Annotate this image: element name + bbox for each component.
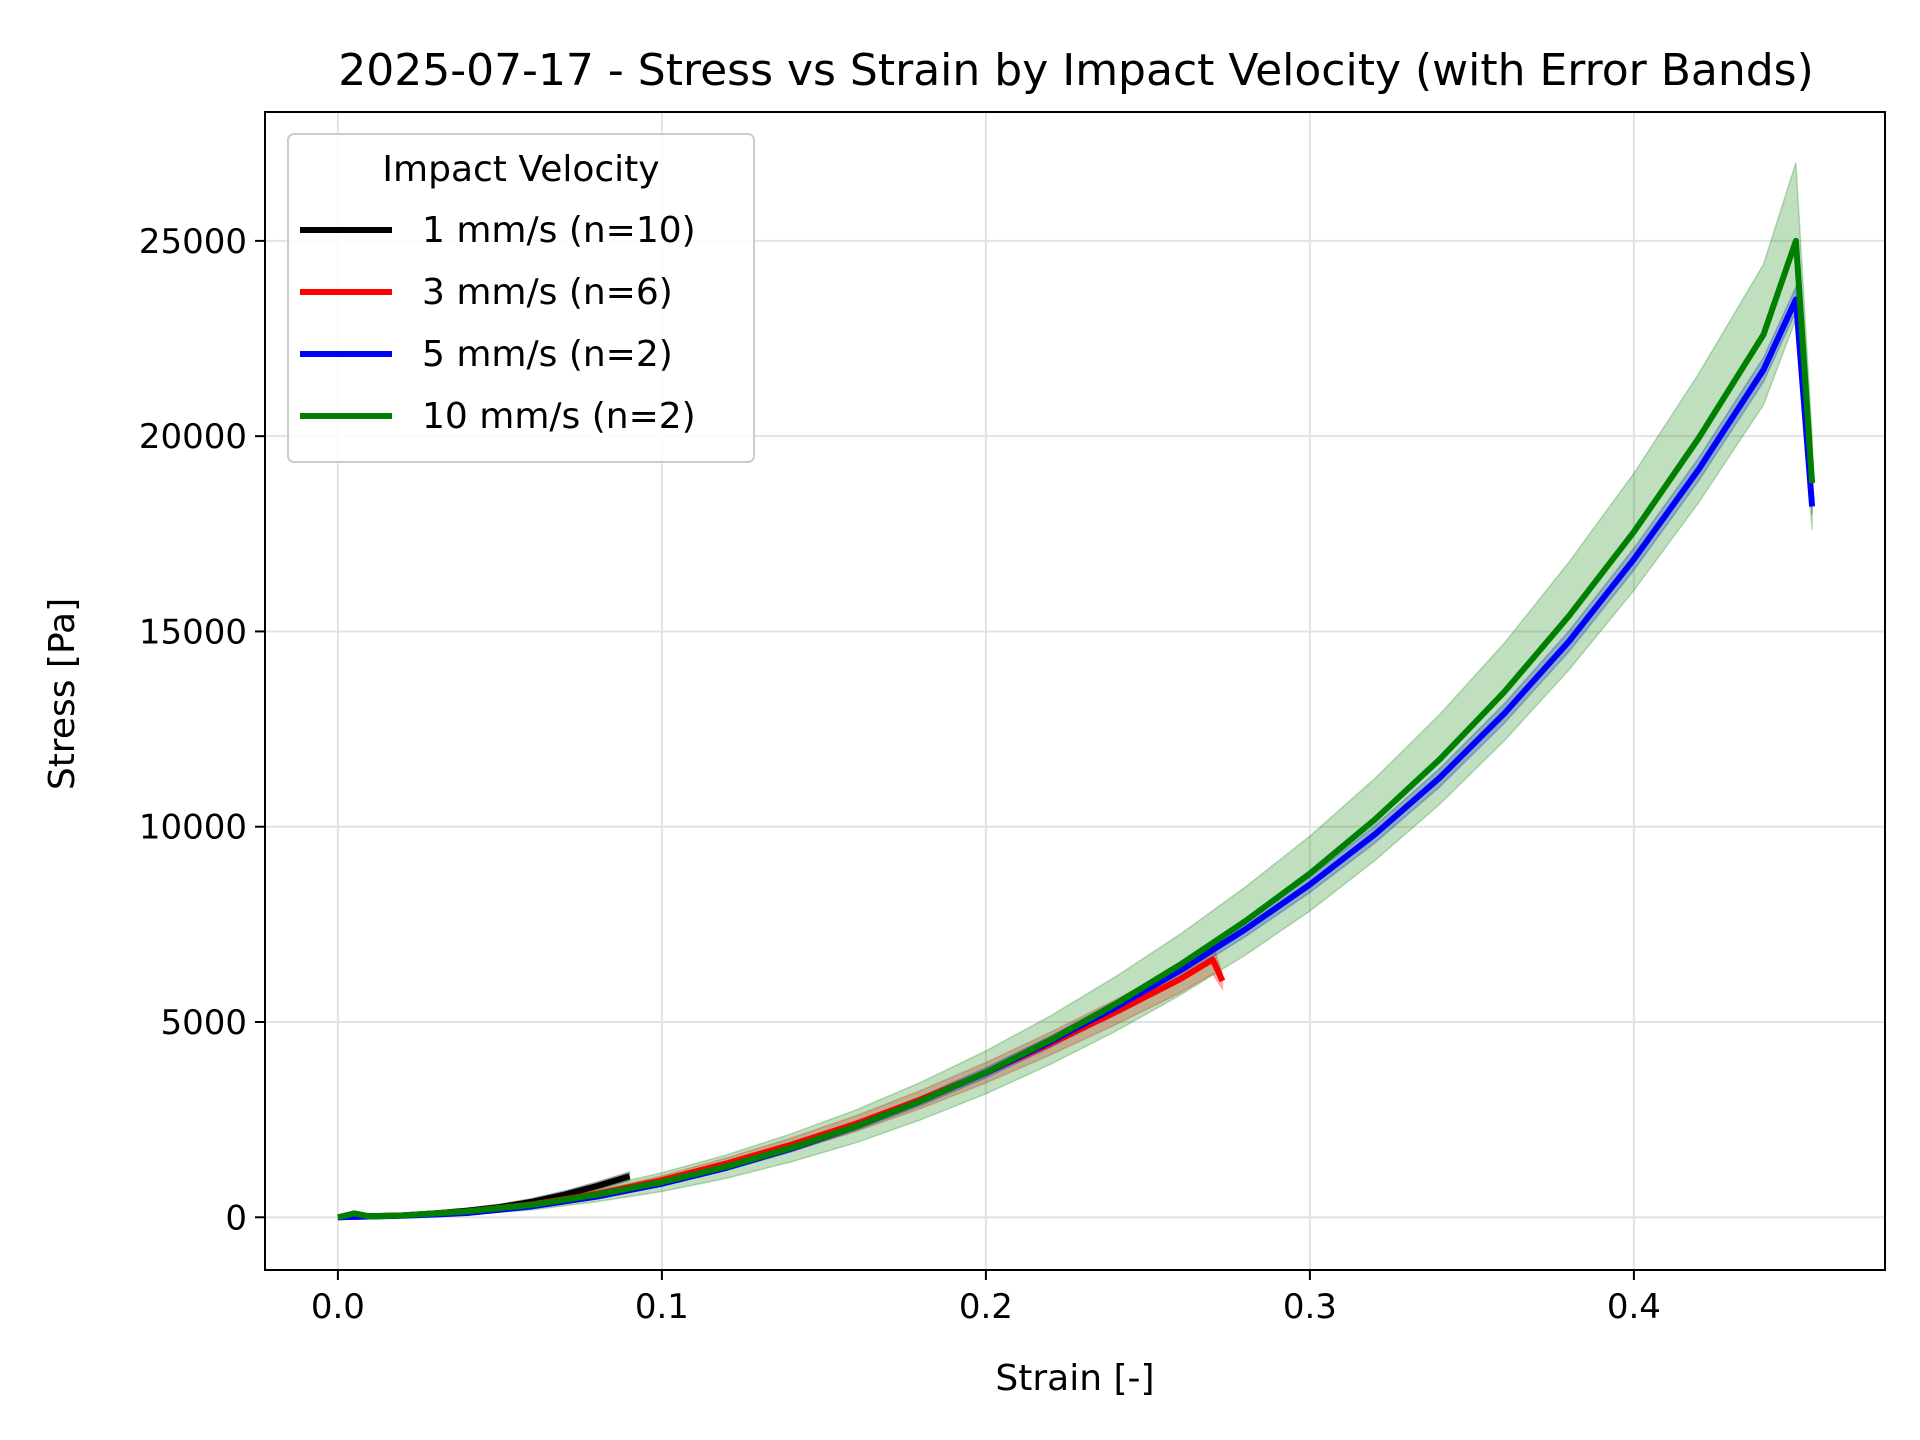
y-tick-label: 15000 — [139, 612, 247, 652]
legend-label-3: 5 mm/s (n=2) — [422, 334, 673, 375]
x-tick-label: 0.3 — [1283, 1287, 1337, 1327]
y-axis-ticks: 0 5000 10000 15000 20000 25000 — [139, 222, 265, 1238]
legend-items: 1 mm/s (n=10) 3 mm/s (n=6) 5 mm/s (n=2) 10 … — [300, 210, 696, 437]
chart-title: 2025-07-17 - Stress vs Strain by Impact … — [338, 45, 1814, 96]
x-axis-label: Strain [-] — [995, 1358, 1154, 1399]
plot-frame — [264, 111, 1886, 1271]
x-tick-label: 0.4 — [1607, 1287, 1661, 1327]
legend-label-2: 3 mm/s (n=6) — [422, 272, 673, 313]
legend-title: Impact Velocity — [382, 149, 659, 190]
series-lines — [337, 237, 1816, 1221]
grid-lines — [265, 112, 1885, 1270]
legend-box — [287, 133, 755, 463]
x-tick-label: 0.2 — [959, 1287, 1013, 1327]
x-axis-ticks: 0.0 0.1 0.2 0.3 0.4 — [311, 1270, 1661, 1327]
x-tick-label: 0.0 — [311, 1287, 365, 1327]
y-tick-label: 5000 — [160, 1003, 247, 1043]
legend-label-1: 1 mm/s (n=10) — [422, 210, 696, 251]
legend-label-4: 10 mm/s (n=2) — [422, 396, 696, 437]
y-tick-label: 0 — [225, 1198, 247, 1238]
legend: Impact Velocity 1 mm/s (n=10) 3 mm/s (n=6… — [287, 133, 755, 463]
y-tick-label: 10000 — [139, 808, 247, 848]
y-tick-label: 20000 — [139, 417, 247, 457]
y-tick-label: 25000 — [139, 222, 247, 262]
y-axis-label: Stress [Pa] — [42, 598, 83, 790]
series-line-4 — [337, 237, 1816, 1221]
x-tick-label: 0.1 — [635, 1287, 689, 1327]
